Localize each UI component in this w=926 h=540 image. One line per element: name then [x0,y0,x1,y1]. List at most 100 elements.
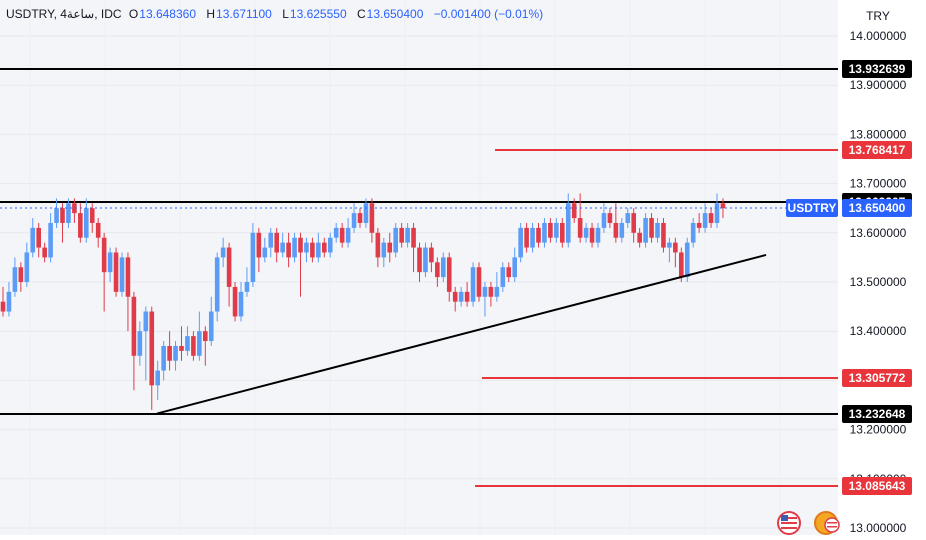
candle-body [66,203,71,223]
candle-body [351,213,357,228]
candle [345,218,351,248]
candle-body [101,237,107,273]
candle-body [613,222,619,238]
candle [589,222,595,248]
candle [125,252,131,332]
candle-body [280,242,285,253]
open-label: O [128,7,139,21]
candle-body [316,242,321,258]
candle-body [226,247,232,287]
candle-body [131,296,137,356]
candle-body [411,227,416,248]
level-price-label: 13.768417 [849,143,906,157]
candle [411,222,416,273]
symbol-title[interactable]: USDTRY, 4ساعة, IDC [6,7,122,21]
candle [250,222,256,287]
candle [12,257,18,297]
candle-body [631,213,636,233]
price-tick-label: 13.600000 [850,226,907,240]
candle-body [512,257,517,278]
high-label: H [206,7,216,21]
candle-body [625,213,631,223]
candle-body [292,237,297,258]
candle-body [339,227,345,243]
price-tick-label: 13.800000 [850,127,907,141]
candle [179,326,184,361]
candle-body [84,208,89,238]
candle-body [589,227,595,243]
candle-body [488,286,494,297]
level-price-label: 13.932639 [849,62,906,76]
candle [643,213,648,248]
level-price-badge [842,60,912,78]
candle [351,203,357,233]
candle-body [274,232,279,253]
candle [113,247,119,297]
ascending-trendline[interactable] [156,253,767,415]
price-tick-label: 13.000000 [850,521,907,535]
candle-body [524,227,529,248]
candle-body [18,267,24,282]
candle [30,218,36,258]
price-tick-label: 13.400000 [850,324,907,338]
candle [24,242,30,287]
candle-body [601,213,607,228]
candle [673,237,678,268]
candle [369,198,375,243]
candle [423,242,428,278]
candle [143,306,149,381]
candle-body [95,222,101,238]
candle-body [536,227,541,243]
candle [333,222,339,243]
candle-body [250,232,256,282]
candle-body [54,208,59,223]
last-price-label: 13.650400 [849,201,906,215]
candle [714,193,720,228]
level-price-label: 13.085643 [849,479,906,493]
candle-body [197,331,202,356]
candle [607,208,613,228]
candle-body [393,227,398,253]
low-value: 13.625550 [289,7,347,21]
candle-body [542,222,547,243]
candle-body [42,247,47,258]
level-price-label: 13.232648 [849,407,906,421]
candle-body [113,252,119,292]
candle [6,282,12,317]
us-flag-icon[interactable] [777,511,801,535]
candle-body [649,218,654,238]
candle-body [208,311,214,342]
candle-body [619,222,625,238]
candle [500,262,506,292]
candle [101,232,107,312]
candle-body [6,291,12,312]
candle-body [673,242,678,253]
candle-body [369,203,375,233]
candle [542,218,547,248]
candle [417,242,422,282]
candle [310,237,315,263]
candle [476,262,482,302]
candle [244,267,250,297]
candle-body [494,286,500,297]
candle [208,296,214,346]
candle [268,227,274,258]
candle [89,203,95,233]
candle-body [482,286,488,297]
candle [18,262,24,292]
candle-body [256,232,262,258]
usd-coin-icon[interactable] [814,511,840,535]
candle-body [137,331,143,356]
candle [220,237,226,268]
candle [429,242,434,273]
candle [488,282,494,307]
candle [274,227,279,263]
candle [262,237,268,263]
candle [536,222,541,248]
candle-body [143,311,149,332]
candle-body [708,213,714,223]
candle-body [203,331,208,342]
candle-body [720,203,726,209]
